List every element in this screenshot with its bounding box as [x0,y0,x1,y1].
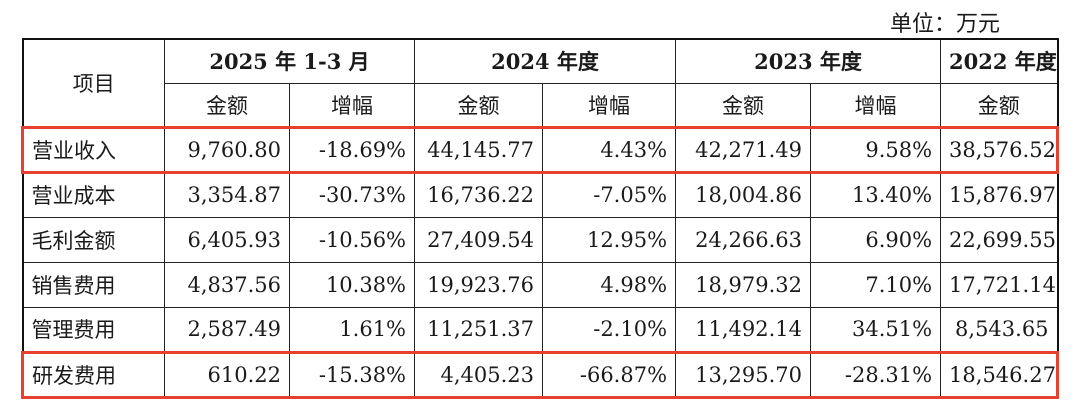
growth-cell: -2.10% [542,306,677,353]
period-header: 2025 年 1-3 月 [163,38,416,84]
amount-cell: 42,271.49 [675,125,812,174]
financial-table: 项目 2025 年 1-3 月 2024 年度 2023 年度 2022 年度 … [21,38,1060,399]
amount-cell: 13,295.70 [675,350,812,399]
amount-cell: 11,492.14 [675,306,812,353]
table-row: 营业收入 9,760.80 -18.69% 44,145.77 4.43% 42,271.… [21,125,1060,174]
amount-cell: 22,699.55 [940,216,1059,263]
table-body: 营业收入 9,760.80 -18.69% 44,145.77 4.43% 42,271.… [21,125,1060,399]
amount-cell: 27,409.54 [414,216,544,263]
table-row: 管理费用 2,587.49 1.61% 11,251.37 -2.10% 11,492.1… [22,306,1059,353]
growth-header: 增幅 [542,82,677,128]
growth-header: 增幅 [810,82,942,128]
row-label: 管理费用 [22,306,165,353]
amount-cell: 19,923.76 [414,261,544,308]
growth-cell: -28.31% [810,350,942,399]
row-label: 毛利金额 [22,216,165,263]
growth-cell: -15.38% [288,350,416,399]
unit-label: 单位：万元 [889,12,1000,37]
growth-cell: 4.98% [542,261,677,308]
growth-cell: 6.90% [810,216,942,263]
period-header: 2022 年度 [940,38,1059,84]
growth-cell: 1.61% [288,306,416,353]
header-row-metrics: 金额 增幅 金额 增幅 金额 增幅 金额 [23,82,1059,128]
amount-cell: 9,760.80 [164,125,290,174]
amount-header: 金额 [414,82,544,128]
growth-cell: -7.05% [542,171,677,218]
amount-cell: 2,587.49 [164,306,290,353]
item-header: 项目 [22,38,165,128]
row-label: 销售费用 [22,261,165,308]
period-header: 2023 年度 [675,38,942,84]
growth-header: 增幅 [288,82,416,128]
amount-header: 金额 [940,82,1059,128]
table-row: 研发费用 610.22 -15.38% 4,405.23 -66.87% 13,295.7… [21,350,1060,399]
amount-cell: 11,251.37 [414,306,544,353]
row-label: 研发费用 [21,350,165,399]
amount-cell: 18,004.86 [675,171,812,218]
amount-cell: 4,405.23 [414,350,544,399]
amount-header: 金额 [675,82,812,128]
amount-cell: 15,876.97 [940,171,1059,218]
table-row: 毛利金额 6,405.93 -10.56% 27,409.54 12.95% 24,266… [22,216,1059,263]
growth-cell: 34.51% [810,306,942,353]
header-row-periods: 项目 2025 年 1-3 月 2024 年度 2023 年度 2022 年度 [22,38,1059,128]
amount-cell: 3,354.87 [164,171,290,218]
table-row: 销售费用 4,837.56 10.38% 19,923.76 4.98% 18,979.3… [22,261,1059,308]
amount-header: 金额 [164,82,290,128]
amount-cell: 6,405.93 [164,216,290,263]
row-label: 营业收入 [21,125,165,174]
growth-cell: -10.56% [288,216,416,263]
amount-cell: 18,979.32 [675,261,812,308]
growth-cell: 7.10% [810,261,942,308]
row-label: 营业成本 [22,171,165,218]
amount-cell: 38,576.52 [940,125,1060,174]
table-row: 营业成本 3,354.87 -30.73% 16,736.22 -7.05% 18,004… [22,171,1059,218]
amount-cell: 24,266.63 [675,216,812,263]
growth-cell: -18.69% [288,125,416,174]
amount-cell: 16,736.22 [414,171,544,218]
growth-cell: 4.43% [542,125,677,174]
amount-cell: 610.22 [164,350,290,399]
growth-cell: -30.73% [288,171,416,218]
growth-cell: 13.40% [810,171,942,218]
growth-cell: 9.58% [810,125,942,174]
amount-cell: 44,145.77 [414,125,544,174]
amount-cell: 17,721.14 [940,261,1059,308]
growth-cell: -66.87% [542,350,677,399]
growth-cell: 12.95% [542,216,677,263]
amount-cell: 4,837.56 [164,261,290,308]
growth-cell: 10.38% [288,261,416,308]
amount-cell: 8,543.65 [940,306,1059,353]
period-header: 2024 年度 [414,38,677,84]
amount-cell: 18,546.27 [940,350,1060,399]
